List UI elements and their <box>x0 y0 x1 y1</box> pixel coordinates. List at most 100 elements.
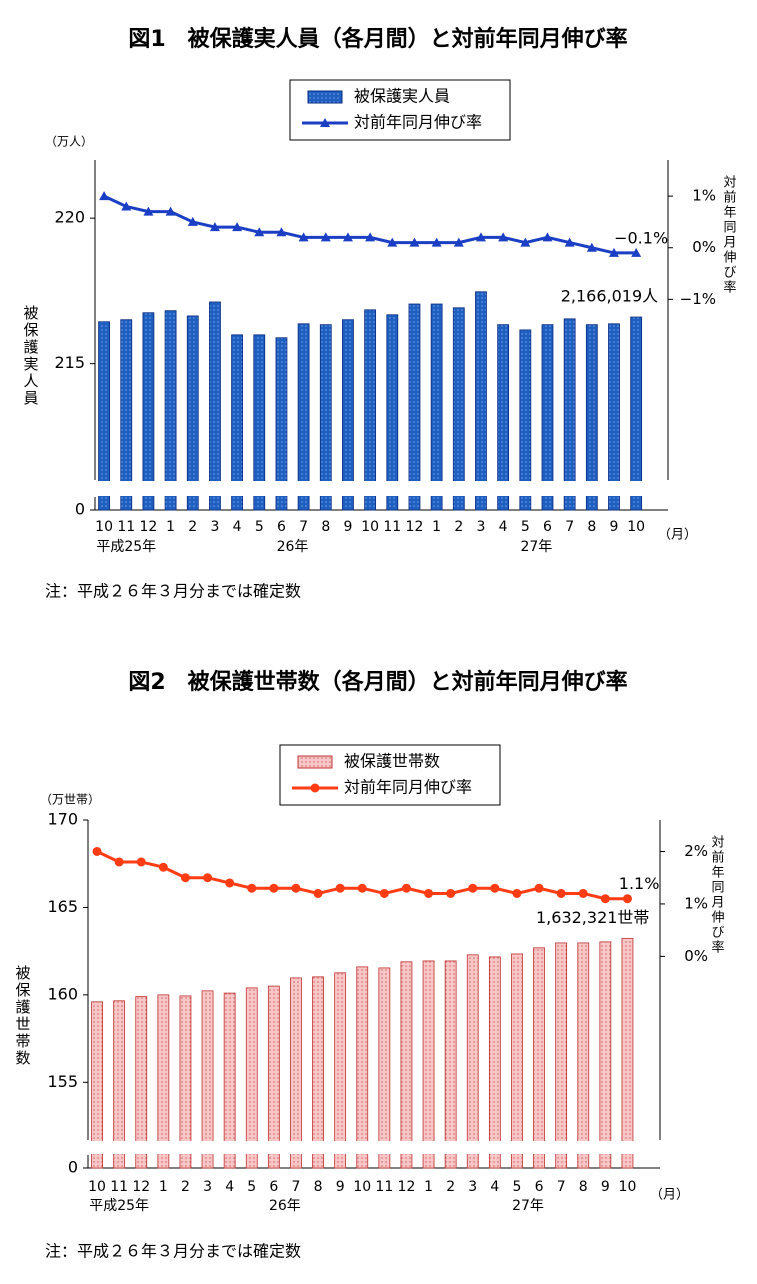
marker <box>99 191 110 201</box>
y-tick-label: 165 <box>47 897 78 916</box>
y-tick-label: 0 <box>75 500 85 519</box>
bar <box>157 994 170 1169</box>
marker <box>136 857 146 867</box>
x-tick-label: 3 <box>477 519 486 535</box>
x-tick-label: 9 <box>601 1179 610 1195</box>
x-tick-label: 10 <box>619 1179 637 1195</box>
x-tick-label: 12 <box>398 1179 416 1195</box>
bar <box>452 307 465 511</box>
y2-tick-label: 2% <box>684 842 708 860</box>
x-tick-label: 9 <box>336 1179 345 1195</box>
bar <box>378 967 391 1169</box>
bar <box>563 318 576 511</box>
marker <box>313 888 323 898</box>
x-tick-label: 10 <box>353 1179 371 1195</box>
marker <box>622 894 632 904</box>
bar <box>430 303 443 511</box>
x-tick-label: 6 <box>269 1179 278 1195</box>
x-tick-label: 5 <box>512 1179 521 1195</box>
x-tick-label: 8 <box>579 1179 588 1195</box>
bar <box>488 956 501 1169</box>
bar <box>201 990 214 1169</box>
x-tick-label: 10 <box>88 1179 106 1195</box>
bar <box>444 960 457 1169</box>
x-tick-label: 5 <box>255 519 264 535</box>
x-tick-label: 10 <box>361 519 379 535</box>
x-tick-label: 11 <box>375 1179 393 1195</box>
bar <box>475 291 487 511</box>
marker <box>247 883 257 893</box>
marker <box>379 888 389 898</box>
marker <box>468 883 478 893</box>
x-tick-label: 7 <box>557 1179 566 1195</box>
marker <box>401 883 411 893</box>
y-tick-label: 220 <box>54 208 85 227</box>
bar <box>585 324 598 511</box>
legend-box <box>279 744 501 806</box>
legend-marker <box>310 783 320 793</box>
y-axis-label: 被保護実人員 <box>22 305 40 407</box>
marker <box>158 862 168 872</box>
bar <box>599 941 612 1169</box>
marker <box>187 216 198 226</box>
marker <box>143 206 154 216</box>
y-tick-label: 0 <box>68 1158 78 1177</box>
x-tick-label: 12 <box>140 519 158 535</box>
x-tick-label: 9 <box>610 519 619 535</box>
data-label: 2,166,019人 <box>561 287 658 306</box>
marker <box>203 873 213 883</box>
x-tick-label: 5 <box>521 519 530 535</box>
bar <box>275 337 288 511</box>
x-tick-label: 4 <box>499 519 508 535</box>
marker <box>269 883 279 893</box>
x-tick-label: 4 <box>225 1179 234 1195</box>
x-unit: （月） <box>650 1188 689 1203</box>
bar <box>223 992 236 1169</box>
bar <box>245 987 258 1169</box>
x-tick-label: 1 <box>432 519 441 535</box>
x-tick-label: 6 <box>535 1179 544 1195</box>
marker <box>121 201 132 211</box>
chart-title: 図2 被保護世帯数（各月間）と対前年同月伸び率 <box>128 669 627 695</box>
note: 注：平成２６年３月分までは確定数 <box>45 582 301 601</box>
x-tick-label: 11 <box>117 519 135 535</box>
bar <box>297 323 310 511</box>
marker <box>365 232 376 242</box>
marker <box>92 846 102 856</box>
x-tick-label: 4 <box>233 519 242 535</box>
x-tick-label: 4 <box>490 1179 499 1195</box>
marker <box>291 883 301 893</box>
x-tick-label: 11 <box>110 1179 128 1195</box>
marker <box>209 222 220 232</box>
marker <box>387 237 398 247</box>
bar <box>267 985 280 1169</box>
y-tick-label: 170 <box>47 810 78 829</box>
bar <box>186 315 199 511</box>
x-tick-label: 1 <box>159 1179 168 1195</box>
y-unit: （万世帯） <box>40 793 100 807</box>
x-tick-label: 1 <box>166 519 175 535</box>
bar <box>98 321 110 511</box>
marker <box>225 878 235 888</box>
legend-swatch <box>297 755 333 769</box>
y-axis-label: 被保護世帯数 <box>14 965 32 1067</box>
x-tick-label: 7 <box>565 519 574 535</box>
marker <box>586 242 597 252</box>
marker <box>232 222 243 232</box>
x-tick-label: 5 <box>247 1179 256 1195</box>
x-group-label: 27年 <box>512 1198 544 1214</box>
marker <box>320 232 331 242</box>
bar <box>577 942 590 1169</box>
bar <box>408 303 421 511</box>
data-label: −0.1% <box>614 228 668 247</box>
y2-axis-label: 対前年同月伸び率 <box>721 175 737 295</box>
x-tick-label: 1 <box>424 1179 433 1195</box>
data-label: 1.1% <box>619 874 660 893</box>
legend-label: 被保護世帯数 <box>344 752 440 771</box>
y2-axis-label: 対前年同月伸び率 <box>709 835 725 955</box>
axis-break <box>80 1141 668 1154</box>
bar <box>555 942 568 1169</box>
marker <box>180 873 190 883</box>
x-tick-label: 8 <box>321 519 330 535</box>
x-tick-label: 3 <box>468 1179 477 1195</box>
